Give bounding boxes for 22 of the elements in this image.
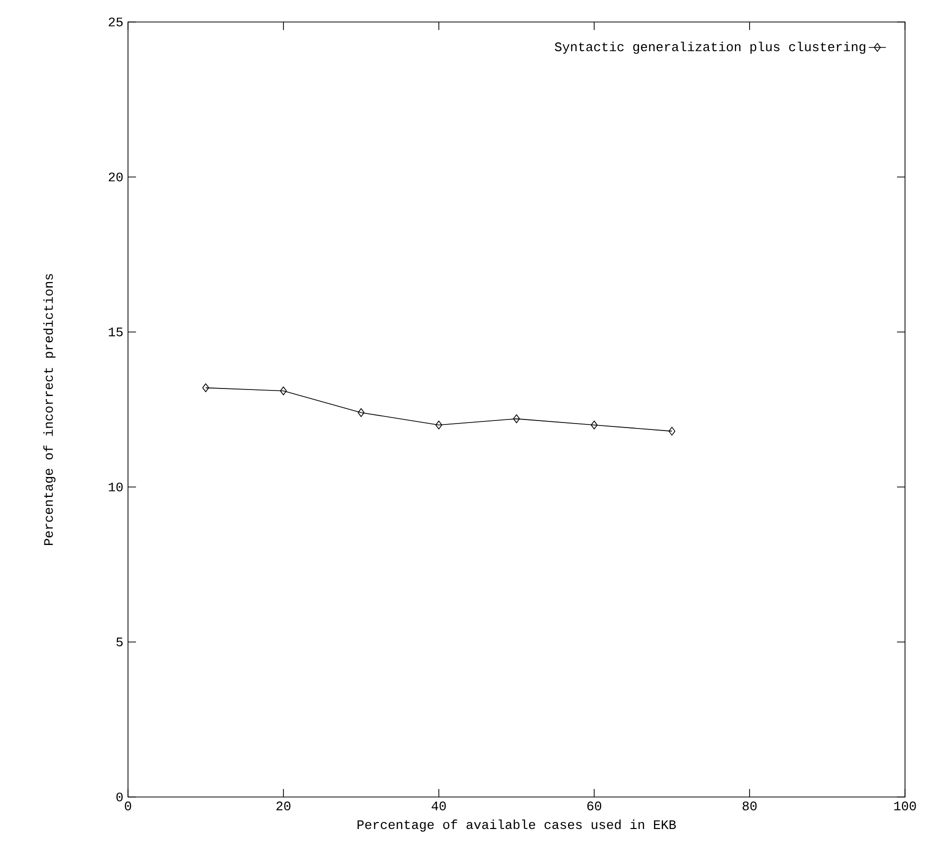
- point: [435, 420, 442, 430]
- y-tick-label: 0: [116, 792, 123, 802]
- legend-label: Syntactic generalization plus clustering: [554, 42, 866, 54]
- x-tick-label: 100: [894, 802, 916, 810]
- y-axis-title: Percentage of incorrect predictions: [43, 274, 56, 545]
- x-tick-label: 0: [124, 802, 132, 810]
- point: [590, 420, 598, 430]
- point: [668, 426, 676, 436]
- point: [202, 383, 210, 392]
- point: [280, 386, 287, 396]
- x-tick-label: 20: [276, 802, 290, 810]
- point: [513, 414, 520, 424]
- y-tick-label: 25: [108, 18, 123, 26]
- x-tick-label: 60: [587, 802, 602, 810]
- x-tick-label: 40: [432, 802, 446, 810]
- x-axis-title: Percentage of available cases used in EKB: [358, 820, 676, 832]
- point: [358, 408, 365, 417]
- y-tick-label: 15: [108, 328, 123, 336]
- y-tick-label: 20: [108, 172, 123, 182]
- x-tick-label: 80: [742, 802, 757, 810]
- y-tick-label: 10: [108, 482, 123, 492]
- y-tick-label: 5: [116, 638, 123, 646]
